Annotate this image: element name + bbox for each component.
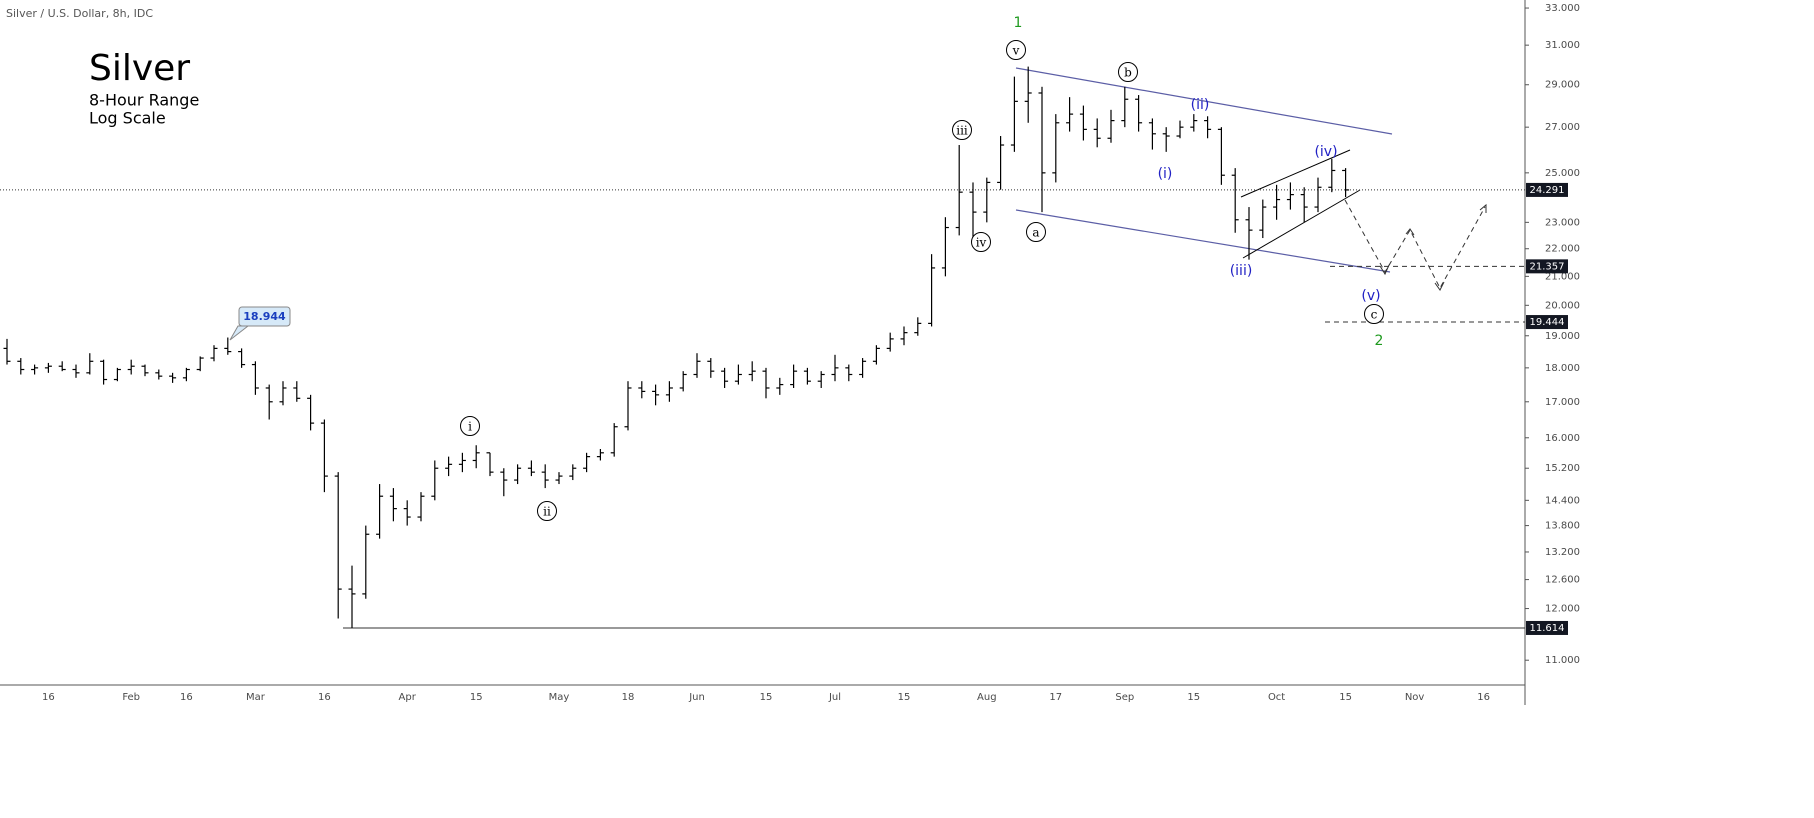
wave-circle	[1364, 304, 1384, 324]
chart-subtitle: 8-Hour Range	[89, 91, 199, 110]
wave-label: iii	[956, 124, 968, 138]
y-tick-label: 13.800	[1545, 521, 1580, 532]
y-tick-label: 12.600	[1545, 575, 1580, 586]
y-tick-label: 13.200	[1545, 547, 1580, 558]
wave-label: c	[1371, 308, 1378, 322]
x-tick-label: 16	[42, 692, 55, 703]
x-tick-label: 15	[898, 692, 911, 703]
callout-box	[238, 306, 291, 327]
wave-circle	[952, 120, 972, 140]
y-tick-label: 22.000	[1545, 244, 1580, 255]
price-label: 24.291	[1530, 185, 1565, 196]
wave-label: a	[1032, 226, 1039, 240]
channel-line	[1015, 209, 1391, 273]
wave-label: (iv)	[1314, 144, 1337, 160]
price-label-box	[1526, 620, 1568, 635]
y-tick-label: 11.000	[1545, 655, 1580, 666]
price-label-box	[1526, 315, 1568, 330]
price-label-box	[1526, 182, 1568, 197]
x-tick-label: Nov	[1405, 692, 1425, 703]
price-label: 21.357	[1530, 261, 1565, 272]
y-tick-label: 20.000	[1545, 300, 1580, 311]
x-tick-label: 15	[470, 692, 483, 703]
wave-circle	[1118, 62, 1138, 82]
wave-label: (ii)	[1191, 97, 1210, 113]
wave-label: 2	[1375, 333, 1384, 349]
y-tick-label: 15.200	[1545, 463, 1580, 474]
wave-label: 1	[1014, 15, 1023, 31]
y-tick-label: 12.000	[1545, 604, 1580, 615]
x-tick-label: Aug	[977, 692, 997, 703]
x-tick-label: Feb	[122, 692, 140, 703]
x-tick-label: Jun	[688, 692, 705, 703]
wave-circle	[1026, 222, 1046, 242]
x-tick-label: 15	[760, 692, 773, 703]
chart-subtitle: Log Scale	[89, 109, 166, 128]
y-tick-label: 31.000	[1545, 40, 1580, 51]
wedge-line	[1242, 189, 1361, 259]
y-tick-label: 16.000	[1545, 433, 1580, 444]
wave-label: (i)	[1158, 166, 1173, 182]
wave-label: iv	[976, 236, 987, 250]
x-tick-label: Jul	[828, 692, 841, 703]
wave-circle	[971, 232, 991, 252]
x-tick-label: 15	[1187, 692, 1200, 703]
price-label: 19.444	[1530, 317, 1565, 328]
y-tick-label: 14.400	[1545, 495, 1580, 506]
wedge-line	[1240, 149, 1351, 198]
x-tick-label: 15	[1339, 692, 1352, 703]
wave-label: b	[1124, 66, 1132, 80]
x-tick-label: 18	[622, 692, 635, 703]
x-tick-label: 16	[318, 692, 331, 703]
y-tick-label: 19.000	[1545, 331, 1580, 342]
y-tick-label: 18.000	[1545, 363, 1580, 374]
wave-label: i	[468, 420, 472, 434]
x-tick-label: 16	[1477, 692, 1490, 703]
y-tick-label: 29.000	[1545, 80, 1580, 91]
y-tick-label: 25.000	[1545, 168, 1580, 179]
projection-path	[1344, 199, 1486, 290]
x-tick-label: 16	[180, 692, 193, 703]
wave-circle	[537, 501, 557, 521]
callout-label: 18.944	[243, 310, 286, 323]
wave-label: (iii)	[1230, 263, 1253, 279]
wave-circle	[1006, 40, 1026, 60]
x-tick-label: 17	[1049, 692, 1062, 703]
y-tick-label: 21.000	[1545, 271, 1580, 282]
y-tick-label: 33.000	[1545, 3, 1580, 14]
x-tick-label: Apr	[399, 692, 417, 703]
chart-title: Silver	[89, 48, 190, 89]
x-tick-label: Oct	[1268, 692, 1285, 703]
x-tick-label: May	[549, 692, 570, 703]
x-tick-label: Sep	[1115, 692, 1134, 703]
projection-arrowheads	[1379, 203, 1487, 291]
x-tick-label: Mar	[246, 692, 266, 703]
wave-label: (v)	[1361, 288, 1380, 304]
wave-circle	[460, 416, 480, 436]
wave-label: v	[1012, 44, 1020, 58]
price-label: 11.614	[1530, 623, 1565, 634]
wave-label: ii	[543, 505, 551, 519]
y-tick-label: 17.000	[1545, 397, 1580, 408]
chart-header: Silver / U.S. Dollar, 8h, IDC	[6, 7, 153, 20]
price-label-box	[1526, 259, 1568, 274]
y-tick-label: 27.000	[1545, 122, 1580, 133]
channel-line	[1015, 67, 1393, 135]
y-tick-label: 23.000	[1545, 217, 1580, 228]
